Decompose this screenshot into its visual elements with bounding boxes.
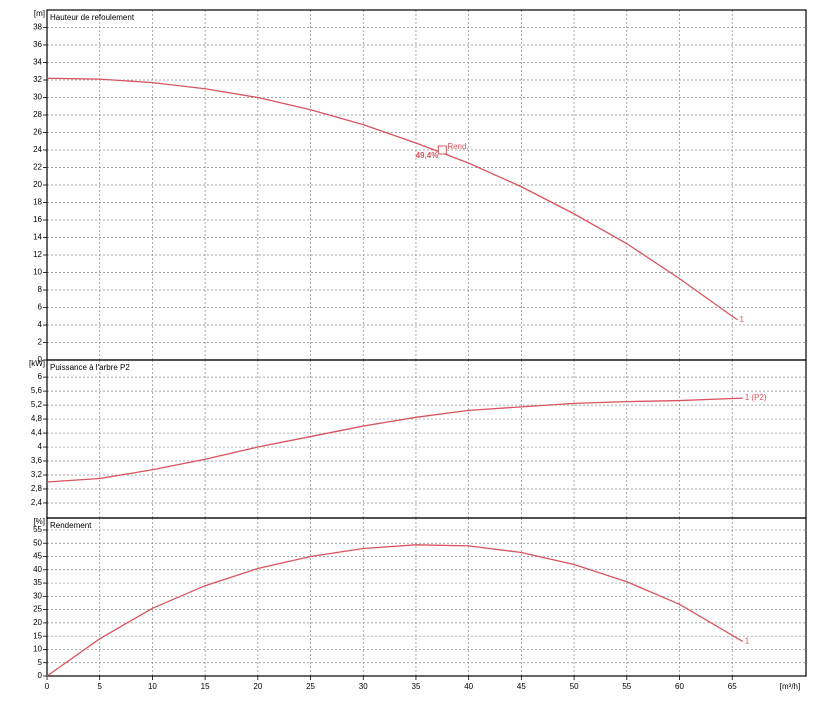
panel-frame (46, 517, 807, 677)
y-tick-label: 5,2 (31, 400, 43, 409)
y-tick-label: 6 (38, 303, 43, 312)
annotation-label: Rend. (447, 142, 468, 151)
y-tick-label: 30 (33, 93, 42, 102)
y-tick-label: 8 (38, 285, 43, 294)
y-tick-label: 0 (38, 671, 43, 680)
y-tick-label: 10 (33, 645, 42, 654)
y-tick-label: 38 (33, 23, 42, 32)
y-tick-label: 2,4 (31, 498, 43, 507)
y-tick-label: 18 (33, 198, 42, 207)
y-tick-label: 26 (33, 128, 42, 137)
y-unit: [m] (34, 9, 45, 18)
y-tick-label: 50 (33, 538, 42, 547)
y-unit: [%] (33, 517, 45, 526)
y-tick-label: 0 (38, 355, 43, 364)
y-tick-label: 34 (33, 58, 42, 67)
y-tick-label: 20 (33, 618, 42, 627)
x-tick-label: 40 (464, 682, 473, 691)
x-tick-label: 65 (728, 682, 737, 691)
panel-title: Puissance à l'arbre P2 (50, 363, 130, 372)
curve (46, 544, 744, 677)
y-tick-label: 4 (38, 442, 43, 451)
panel-title: Rendement (50, 521, 92, 530)
panel-frame (46, 359, 807, 519)
y-tick-label: 4 (38, 320, 43, 329)
y-tick-label: 24 (33, 145, 42, 154)
curve (46, 77, 738, 321)
y-tick-label: 32 (33, 75, 42, 84)
y-unit: [kW] (29, 359, 45, 368)
x-tick-label: 60 (675, 682, 684, 691)
x-tick-label: 25 (306, 682, 315, 691)
y-tick-label: 30 (33, 591, 42, 600)
y-tick-label: 6 (38, 372, 43, 381)
y-tick-label: 15 (33, 631, 42, 640)
x-tick-label: 15 (201, 682, 210, 691)
x-tick-label: 5 (97, 682, 102, 691)
y-tick-label: 35 (33, 578, 42, 587)
y-tick-label: 36 (33, 40, 42, 49)
x-axis-label: [m³/h] (780, 682, 800, 691)
y-tick-label: 28 (33, 110, 42, 119)
y-tick-label: 2,8 (31, 484, 43, 493)
y-tick-label: 25 (33, 605, 42, 614)
x-tick-label: 10 (148, 682, 157, 691)
curve (46, 397, 743, 483)
y-tick-label: 2 (38, 338, 43, 347)
x-tick-label: 35 (412, 682, 421, 691)
y-tick-label: 10 (33, 268, 42, 277)
y-tick-label: 55 (33, 525, 42, 534)
operating-point (437, 145, 447, 155)
x-tick-label: 50 (570, 682, 579, 691)
y-tick-label: 16 (33, 215, 42, 224)
x-tick-label: 30 (359, 682, 368, 691)
y-tick-label: 3,6 (31, 456, 43, 465)
x-tick-label: 20 (253, 682, 262, 691)
y-tick-label: 40 (33, 565, 42, 574)
y-tick-label: 14 (33, 233, 42, 242)
y-tick-label: 12 (33, 250, 42, 259)
y-tick-label: 4,4 (31, 428, 43, 437)
y-tick-label: 45 (33, 552, 42, 561)
series-label: 1 (745, 637, 750, 646)
y-tick-label: 4,8 (31, 414, 43, 423)
y-tick-label: 5,6 (31, 386, 43, 395)
series-label: 1 (739, 315, 744, 324)
y-tick-label: 3,2 (31, 470, 43, 479)
x-tick-label: 55 (622, 682, 631, 691)
series-label: 1 (P2) (745, 393, 767, 402)
y-tick-label: 5 (38, 658, 43, 667)
y-tick-label: 22 (33, 163, 42, 172)
panel-title: Hauteur de refoulement (50, 13, 135, 22)
annotation-value: 49,4% (416, 151, 439, 160)
x-tick-label: 0 (45, 682, 50, 691)
y-tick-label: 20 (33, 180, 42, 189)
x-tick-label: 45 (517, 682, 526, 691)
